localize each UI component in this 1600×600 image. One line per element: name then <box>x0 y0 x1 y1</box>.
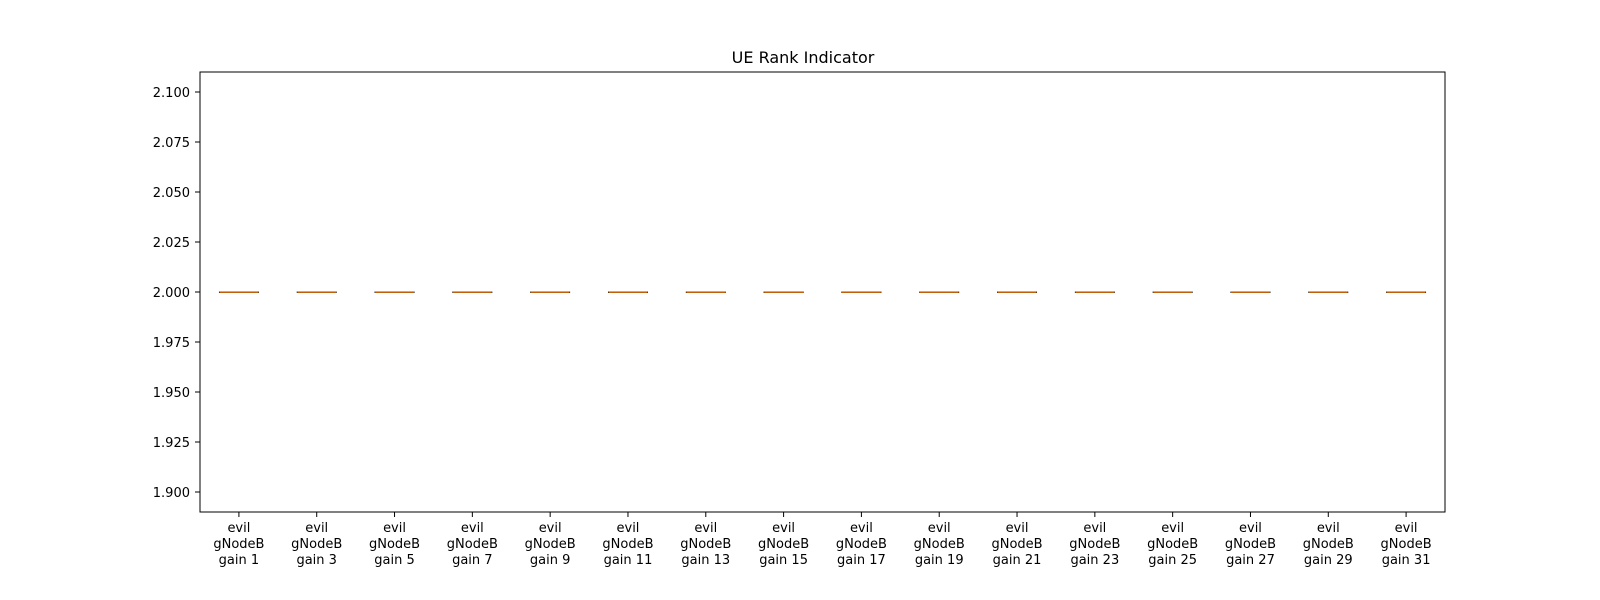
x-tick-label: gNodeB <box>1303 537 1354 552</box>
x-tick-label: evil <box>1317 521 1340 536</box>
x-tick-label: gNodeB <box>1225 537 1276 552</box>
x-tick-label: gNodeB <box>525 537 576 552</box>
x-tick-label: gain 23 <box>1070 553 1119 568</box>
box-1 <box>218 291 259 293</box>
x-tick-label: gain 5 <box>374 553 414 568</box>
x-tick-label: gNodeB <box>602 537 653 552</box>
x-tick-label: evil <box>539 521 562 536</box>
y-tick-label: 2.075 <box>153 136 190 151</box>
x-tick-label: gain 29 <box>1304 553 1353 568</box>
x-tick-label: evil <box>772 521 795 536</box>
x-tick-label: gNodeB <box>447 537 498 552</box>
y-tick-label: 1.925 <box>153 436 190 451</box>
y-tick-label: 2.100 <box>153 86 190 101</box>
x-tick-label: gain 7 <box>452 553 492 568</box>
x-tick-label: evil <box>305 521 328 536</box>
x-tick-label: gNodeB <box>991 537 1042 552</box>
x-tick-label: evil <box>1006 521 1029 536</box>
y-tick-label: 1.900 <box>153 486 190 501</box>
x-tick-label: evil <box>1239 521 1262 536</box>
y-tick-label: 2.000 <box>153 286 190 301</box>
box-5 <box>530 291 571 293</box>
box-series <box>218 291 1427 293</box>
x-tick-label: gain 11 <box>604 553 653 568</box>
x-tick-label: gain 27 <box>1226 553 1275 568</box>
x-tick-label: gain 17 <box>837 553 886 568</box>
x-tick-label: gain 9 <box>530 553 570 568</box>
y-tick-label: 1.975 <box>153 336 190 351</box>
x-tick-label: gain 1 <box>219 553 259 568</box>
y-tick-label: 2.025 <box>153 236 190 251</box>
box-11 <box>997 291 1037 293</box>
box-4 <box>452 291 493 293</box>
box-7 <box>685 291 726 293</box>
x-tick-label: evil <box>928 521 951 536</box>
x-tick-label: gNodeB <box>1381 537 1432 552</box>
x-tick-label: evil <box>617 521 640 536</box>
y-axis: 1.900 1.925 1.950 1.975 2.000 2.025 2.050 2.075… <box>153 86 200 501</box>
x-tick-label: gain 13 <box>681 553 730 568</box>
plot-frame <box>199 71 1446 513</box>
box-3 <box>374 291 415 293</box>
x-tick-label: gNodeB <box>291 537 342 552</box>
x-tick-label: evil <box>1395 521 1418 536</box>
box-9 <box>841 291 882 293</box>
box-10 <box>919 291 960 293</box>
box-13 <box>1152 291 1193 293</box>
x-tick-label: gNodeB <box>1069 537 1120 552</box>
box-14 <box>1230 291 1271 293</box>
box-8 <box>763 291 804 293</box>
x-tick-label: evil <box>1161 521 1184 536</box>
x-tick-label: gain 15 <box>759 553 808 568</box>
y-tick-label: 2.050 <box>153 186 190 201</box>
box-2 <box>296 291 337 293</box>
x-tick-label: gain 3 <box>296 553 336 568</box>
x-tick-label: evil <box>227 521 250 536</box>
box-12 <box>1074 291 1115 293</box>
x-tick-label: gNodeB <box>680 537 731 552</box>
x-tick-label: gNodeB <box>369 537 420 552</box>
chart-title: UE Rank Indicator <box>732 48 875 67</box>
x-tick-label: evil <box>694 521 717 536</box>
x-tick-label: gain 19 <box>915 553 964 568</box>
box-16 <box>1386 291 1427 293</box>
x-tick-label: evil <box>461 521 484 536</box>
x-tick-label: gNodeB <box>1147 537 1198 552</box>
x-tick-label: gain 31 <box>1382 553 1431 568</box>
x-tick-label: gain 25 <box>1148 553 1197 568</box>
y-tick-label: 1.950 <box>153 386 190 401</box>
x-tick-label: evil <box>383 521 406 536</box>
box-15 <box>1308 291 1349 293</box>
x-tick-label: gNodeB <box>914 537 965 552</box>
x-tick-label: gain 21 <box>993 553 1042 568</box>
x-tick-label: gNodeB <box>836 537 887 552</box>
box-6 <box>608 291 648 293</box>
x-tick-label: evil <box>1083 521 1106 536</box>
x-tick-label: gNodeB <box>758 537 809 552</box>
x-tick-label: gNodeB <box>213 537 264 552</box>
x-tick-label: evil <box>850 521 873 536</box>
